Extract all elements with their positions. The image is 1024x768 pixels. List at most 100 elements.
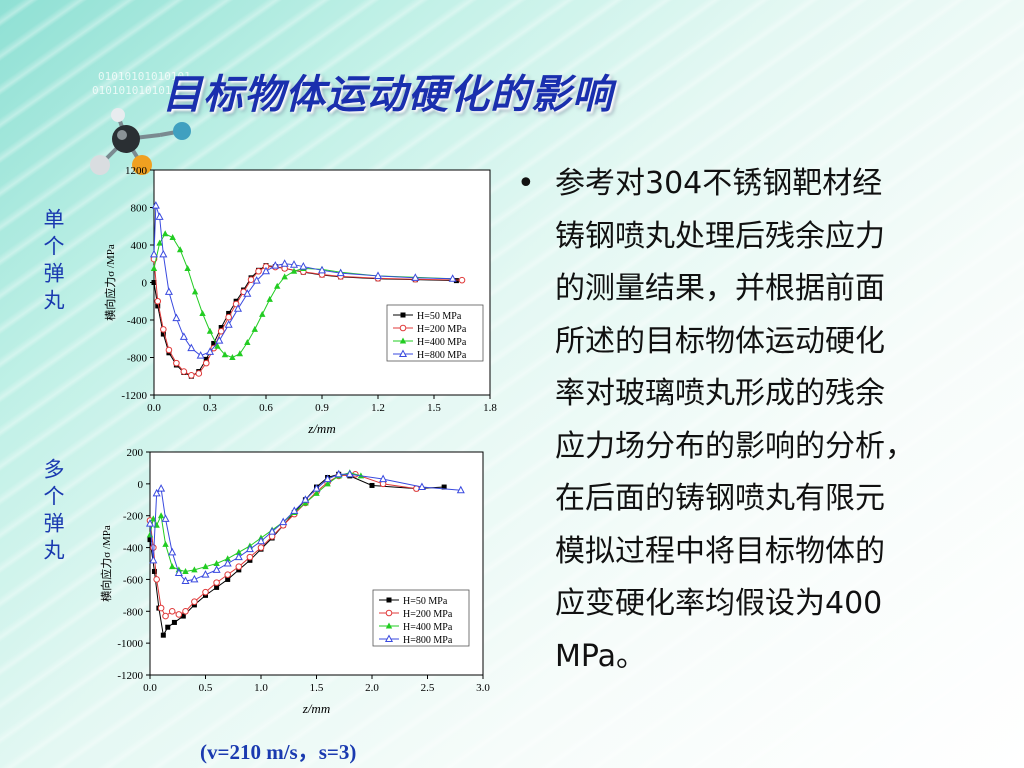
data-point [206, 327, 214, 334]
data-point [149, 249, 159, 258]
data-point [411, 273, 420, 281]
data-point [299, 262, 308, 270]
data-point [160, 331, 166, 337]
x-tick-label: 1.5 [427, 402, 441, 414]
data-point [235, 548, 242, 555]
x-tick-label: 1.8 [483, 402, 497, 414]
data-point [223, 558, 232, 567]
data-point [324, 480, 331, 487]
y-tick-label: -400 [127, 315, 148, 327]
data-point [251, 325, 258, 332]
data-point [290, 267, 298, 274]
legend-label: H=200 MPa [403, 609, 453, 620]
y-tick-label: -1200 [117, 670, 143, 682]
data-point [225, 313, 232, 321]
chart-multi-shot: 0.0 0.5 1.0 1.5 2.0 2.5 3.0 200 0 -200 -400 -600 -80… [99, 447, 490, 716]
x-axis-label: z/mm [307, 421, 335, 436]
data-point [334, 469, 343, 478]
data-point [217, 327, 225, 335]
data-point [229, 354, 236, 360]
data-point [399, 337, 407, 344]
data-point [290, 506, 299, 514]
data-point [234, 552, 243, 561]
x-axis-label: z/mm [302, 701, 330, 716]
data-point [190, 574, 199, 583]
data-point [201, 570, 210, 578]
legend-label: H=50 MPa [403, 596, 448, 607]
data-point [191, 598, 198, 606]
multi-shot-label: 多个弹丸 [41, 458, 65, 566]
data-point [246, 553, 254, 561]
data-point [168, 607, 176, 615]
data-point [456, 485, 465, 494]
data-point [255, 267, 262, 275]
data-point [317, 265, 327, 274]
molecule-decoration [90, 108, 191, 175]
data-point [213, 579, 220, 586]
single-shot-label: 单个弹丸 [41, 208, 65, 316]
legend-label: H=400 MPa [403, 622, 453, 633]
y-tick-label: -1200 [121, 390, 147, 402]
data-point [187, 343, 196, 352]
data-point [245, 544, 254, 553]
data-point [175, 611, 183, 618]
data-point [211, 340, 217, 346]
data-point [289, 260, 299, 268]
y-tick-label: 0 [142, 278, 148, 290]
y-tick-label: -600 [123, 574, 144, 586]
data-point [169, 234, 176, 240]
data-point [202, 588, 209, 596]
data-point [165, 624, 171, 630]
data-point [271, 261, 280, 269]
data-point [213, 560, 220, 566]
data-point [182, 607, 189, 615]
y-tick-label: 200 [127, 447, 144, 459]
data-point [399, 324, 407, 332]
y-axis-label: 横向应力σ /MPa [103, 244, 117, 321]
x-tick-label: 1.0 [254, 682, 268, 694]
data-point [373, 271, 383, 279]
bullet-dot-icon: • [517, 166, 535, 201]
y-tick-label: -800 [127, 353, 148, 365]
data-point [385, 609, 393, 617]
x-tick-label: 0.0 [143, 682, 157, 694]
data-point [256, 536, 266, 545]
data-point [398, 349, 408, 357]
data-point [151, 201, 160, 209]
data-point [160, 632, 166, 638]
x-tick-label: 0.0 [147, 402, 161, 414]
bullet-line: MPa。 [555, 638, 647, 674]
data-point [181, 576, 190, 585]
data-point [312, 484, 321, 492]
data-point [196, 351, 205, 359]
data-point [301, 495, 310, 503]
data-point [150, 264, 158, 271]
data-point [379, 474, 388, 483]
data-point [155, 303, 161, 309]
data-point [268, 527, 277, 535]
y-tick-label: -200 [123, 511, 144, 523]
data-point [155, 212, 164, 220]
series-h-800-mpa [145, 469, 465, 585]
legend-label: H=200 MPa [417, 324, 467, 335]
x-tick-label: 0.6 [259, 402, 273, 414]
y-tick-label: 400 [131, 240, 148, 252]
bullet-lines: 参考对304不锈钢靶材经 铸钢喷丸处理后残余应力 的测量结果，并根据前面 所述的… [555, 158, 1000, 683]
y-tick-label: 1200 [125, 165, 148, 177]
data-point [173, 359, 180, 367]
data-point [202, 359, 210, 367]
data-point [165, 346, 173, 354]
data-point [266, 295, 273, 302]
data-point [180, 613, 186, 619]
y-tick-label: -800 [123, 606, 144, 618]
data-point [152, 488, 161, 497]
data-point [385, 622, 393, 629]
data-point [257, 544, 265, 551]
data-point [281, 273, 288, 280]
x-tick-label: 2.5 [421, 682, 435, 694]
data-point [259, 310, 266, 317]
data-point [147, 537, 153, 543]
chart-single-shot: 0.0 0.3 0.6 0.9 1.2 1.5 1.8 1200 800 400 0 -400 -800… [103, 165, 497, 436]
data-point [162, 230, 169, 237]
bullet-line: 模拟过程中将目标物体的 [555, 533, 885, 569]
